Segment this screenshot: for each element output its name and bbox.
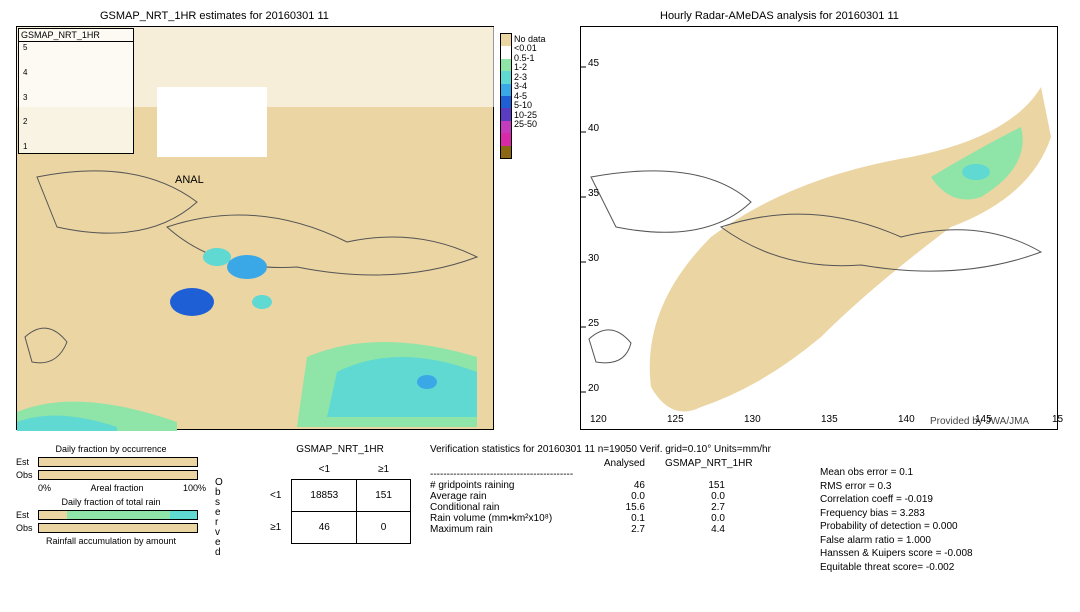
y-tick: 20	[588, 383, 599, 394]
ct-title: GSMAP_NRT_1HR	[260, 444, 420, 455]
bar-row: Est	[16, 456, 206, 468]
bar-label: Obs	[16, 523, 38, 533]
anal-label: ANAL	[175, 174, 204, 186]
score-row: Mean obs error = 0.1	[820, 466, 973, 480]
left-map-inset: GSMAP_NRT_1HR 12345	[18, 28, 134, 154]
stats-title: Verification statistics for 20160301 11 …	[430, 444, 771, 455]
bar	[38, 510, 198, 520]
legend-label: 25-50	[514, 120, 546, 129]
bar-label: Est	[16, 457, 38, 467]
bar-row: Obs	[16, 469, 206, 481]
bars-footer: Rainfall accumulation by amount	[16, 536, 206, 546]
stats-col2: GSMAP_NRT_1HR	[665, 458, 725, 469]
contingency-table: <1≥1<118853151≥1460	[260, 460, 411, 544]
score-row: Equitable threat score= -0.002	[820, 561, 973, 575]
score-stats: Mean obs error = 0.1RMS error = 0.3Corre…	[820, 466, 973, 574]
stats-row: Conditional rain15.62.7	[430, 502, 771, 513]
x-tick: 120	[590, 414, 607, 425]
x-tick: 15	[1052, 414, 1063, 425]
occurrence-bars: Daily fraction by occurrence Est Obs 0% A…	[16, 444, 206, 546]
bar-label: Obs	[16, 470, 38, 480]
bar	[38, 523, 198, 533]
verification-stats: Verification statistics for 20160301 11 …	[430, 444, 771, 535]
precip-legend	[500, 33, 512, 159]
bars-title-1: Daily fraction by occurrence	[16, 444, 206, 454]
stats-row: Rain volume (mm•km²x10⁸)0.10.0	[430, 513, 771, 524]
bar-label: Est	[16, 510, 38, 520]
ct-cell: 46	[292, 512, 357, 544]
bar	[38, 470, 198, 480]
stats-row: # gridpoints raining46151	[430, 480, 771, 491]
bar-row: Obs	[16, 522, 206, 534]
bar-row: Est	[16, 509, 206, 521]
y-tick: 25	[588, 318, 599, 329]
score-row: Probability of detection = 0.000	[820, 520, 973, 534]
y-tick: 35	[588, 188, 599, 199]
stats-row: Average rain0.00.0	[430, 491, 771, 502]
bars-title-2: Daily fraction of total rain	[16, 497, 206, 507]
left-map-title: GSMAP_NRT_1HR estimates for 20160301 11	[100, 10, 329, 22]
y-tick: 40	[588, 123, 599, 134]
inset-y-axis: 12345	[23, 43, 27, 151]
y-tick: 45	[588, 58, 599, 69]
ct-cell: 18853	[292, 480, 357, 512]
ct-cell: 0	[357, 512, 411, 544]
right-map-title: Hourly Radar-AMeDAS analysis for 2016030…	[660, 10, 899, 22]
ct-cell: 151	[357, 480, 411, 512]
score-row: RMS error = 0.3	[820, 480, 973, 494]
axis-left: 0%	[38, 483, 51, 493]
score-row: Correlation coeff = -0.019	[820, 493, 973, 507]
observed-label: Observed	[215, 478, 223, 558]
stats-col1: Analysed	[585, 458, 665, 469]
precip-legend-labels: No data<0.010.5-11-22-33-44-55-1010-2525…	[514, 35, 546, 129]
bar	[38, 457, 198, 467]
x-tick: 130	[744, 414, 761, 425]
y-tick: 30	[588, 253, 599, 264]
x-tick: 145	[975, 414, 992, 425]
score-row: False alarm ratio = 1.000	[820, 534, 973, 548]
right-map	[580, 26, 1058, 430]
score-row: Hanssen & Kuipers score = -0.008	[820, 547, 973, 561]
x-tick: 140	[898, 414, 915, 425]
score-row: Frequency bias = 3.283	[820, 507, 973, 521]
axis-center: Areal fraction	[90, 483, 143, 493]
x-tick: 135	[821, 414, 838, 425]
inset-title: GSMAP_NRT_1HR	[19, 29, 133, 42]
stats-row: Maximum rain2.74.4	[430, 524, 771, 535]
axis-right: 100%	[183, 483, 206, 493]
stats-divider: ----------------------------------------…	[430, 469, 771, 480]
x-tick: 125	[667, 414, 684, 425]
